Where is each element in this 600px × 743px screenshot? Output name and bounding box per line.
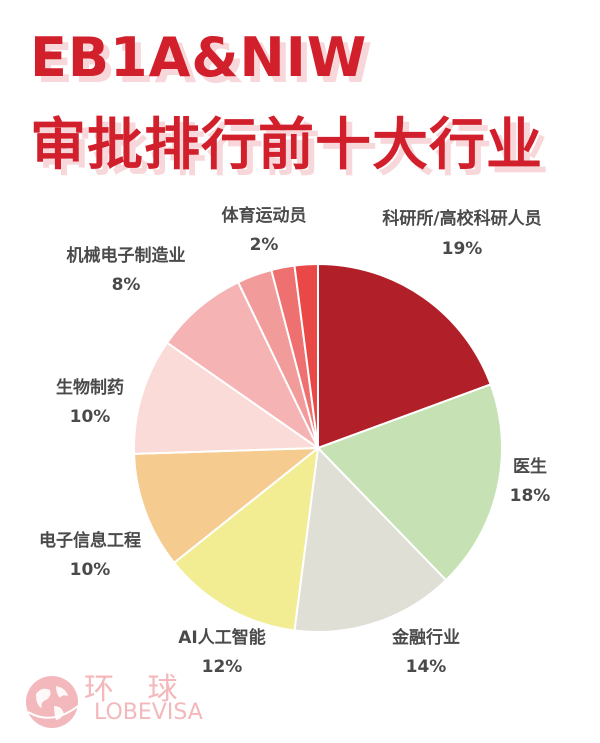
logo-text-cn: 环 球 bbox=[84, 672, 190, 707]
slice-value-label: 10% bbox=[70, 407, 111, 427]
slice-value-label: 2% bbox=[250, 235, 279, 255]
pie-slice bbox=[172, 445, 320, 632]
pie-slice bbox=[133, 341, 322, 455]
pie-slice bbox=[293, 445, 448, 633]
pie-slices bbox=[133, 262, 503, 633]
globe-icon bbox=[26, 676, 79, 728]
pie-slice bbox=[316, 383, 503, 582]
brand-logo: 环 球 LOBEVISA bbox=[22, 666, 252, 736]
pie-slice bbox=[317, 262, 492, 450]
slice-value-label: 12% bbox=[202, 657, 243, 677]
slice-label: 电子信息工程 bbox=[39, 530, 141, 551]
slice-label: 金融行业 bbox=[391, 627, 460, 648]
pie-slice bbox=[165, 280, 321, 452]
slice-label: AI人工智能 bbox=[178, 627, 265, 648]
pie-slice bbox=[293, 262, 319, 449]
slice-label: 医生 bbox=[513, 456, 547, 477]
slice-label: 体育运动员 bbox=[222, 205, 307, 226]
pie-labels: 科研所/高校科研人员 19% 医生 18% 金融行业 14% AI人工智能 12% 电子信息工程… bbox=[39, 205, 550, 677]
slice-label: 科研所/高校科研人员 bbox=[382, 208, 541, 229]
logo-text-en: LOBEVISA bbox=[94, 700, 203, 725]
slice-value-label: 10% bbox=[70, 560, 111, 580]
slice-label: 生物制药 bbox=[56, 377, 124, 398]
page-title: EB1A&NIW bbox=[30, 26, 368, 89]
pie-slice bbox=[133, 446, 321, 565]
slice-value-label: 8% bbox=[112, 275, 141, 295]
slice-value-label: 14% bbox=[406, 657, 447, 677]
slice-value-label: 18% bbox=[510, 486, 551, 506]
page-subtitle: 审批排行前十大行业 bbox=[30, 113, 543, 178]
slice-label: 机械电子制造业 bbox=[67, 245, 186, 266]
slice-value-label: 19% bbox=[442, 239, 483, 259]
